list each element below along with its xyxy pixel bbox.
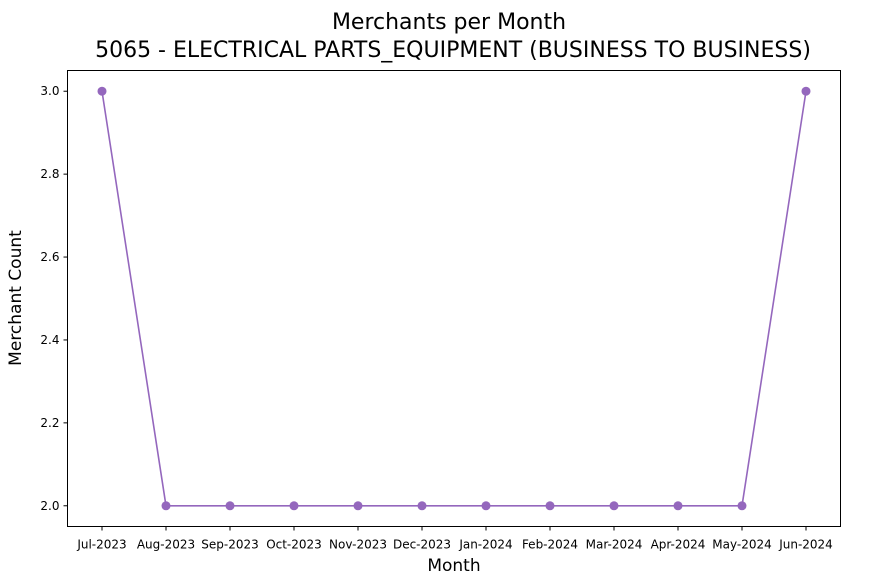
data-point [353, 501, 363, 511]
y-axis-label: Merchant Count [6, 230, 26, 366]
x-tick-label: Apr-2024 [651, 538, 706, 552]
y-tick-label: 3.0 [40, 84, 59, 98]
x-tick-label: Mar-2024 [586, 538, 643, 552]
data-point [161, 501, 171, 511]
data-point [609, 501, 619, 511]
x-tick-label: May-2024 [712, 538, 771, 552]
y-tick-label: 2.8 [40, 167, 59, 181]
plot-area: 2.0 2.2 2.4 2.6 2.8 3.0 Jul-2023 Aug-2023 Sep-2… [40, 70, 841, 552]
x-tick-label: Oct-2023 [266, 538, 322, 552]
data-point [545, 501, 555, 511]
chart-subtitle: 5065 - ELECTRICAL PARTS_EQUIPMENT (BUSIN… [95, 38, 811, 63]
x-tick-label: Jan-2024 [458, 538, 512, 552]
x-tick-label: Sep-2023 [201, 538, 259, 552]
data-point [737, 501, 747, 511]
y-tick-label: 2.2 [40, 416, 59, 430]
x-tick-label: Dec-2023 [393, 538, 451, 552]
y-axis: 2.0 2.2 2.4 2.6 2.8 3.0 [40, 84, 68, 513]
data-point [289, 501, 299, 511]
y-tick-label: 2.6 [40, 250, 59, 264]
series-layer [97, 86, 811, 511]
x-tick-label: Jul-2023 [76, 538, 126, 552]
x-axis: Jul-2023 Aug-2023 Sep-2023 Oct-2023 Nov-2023… [76, 526, 833, 552]
x-tick-label: Nov-2023 [329, 538, 387, 552]
y-tick-label: 2.0 [40, 499, 59, 513]
data-point [481, 501, 491, 511]
data-point [801, 86, 811, 96]
chart-title: Merchants per Month [332, 10, 566, 35]
data-point [417, 501, 427, 511]
series-line [101, 91, 807, 507]
x-tick-label: Jun-2024 [778, 538, 833, 552]
x-tick-label: Aug-2023 [137, 538, 195, 552]
x-axis-label: Month [427, 556, 480, 576]
data-point [225, 501, 235, 511]
x-tick-label: Feb-2024 [522, 538, 578, 552]
plot-frame [67, 70, 841, 527]
data-point [673, 501, 683, 511]
y-tick-label: 2.4 [40, 333, 59, 347]
data-point [97, 86, 107, 96]
